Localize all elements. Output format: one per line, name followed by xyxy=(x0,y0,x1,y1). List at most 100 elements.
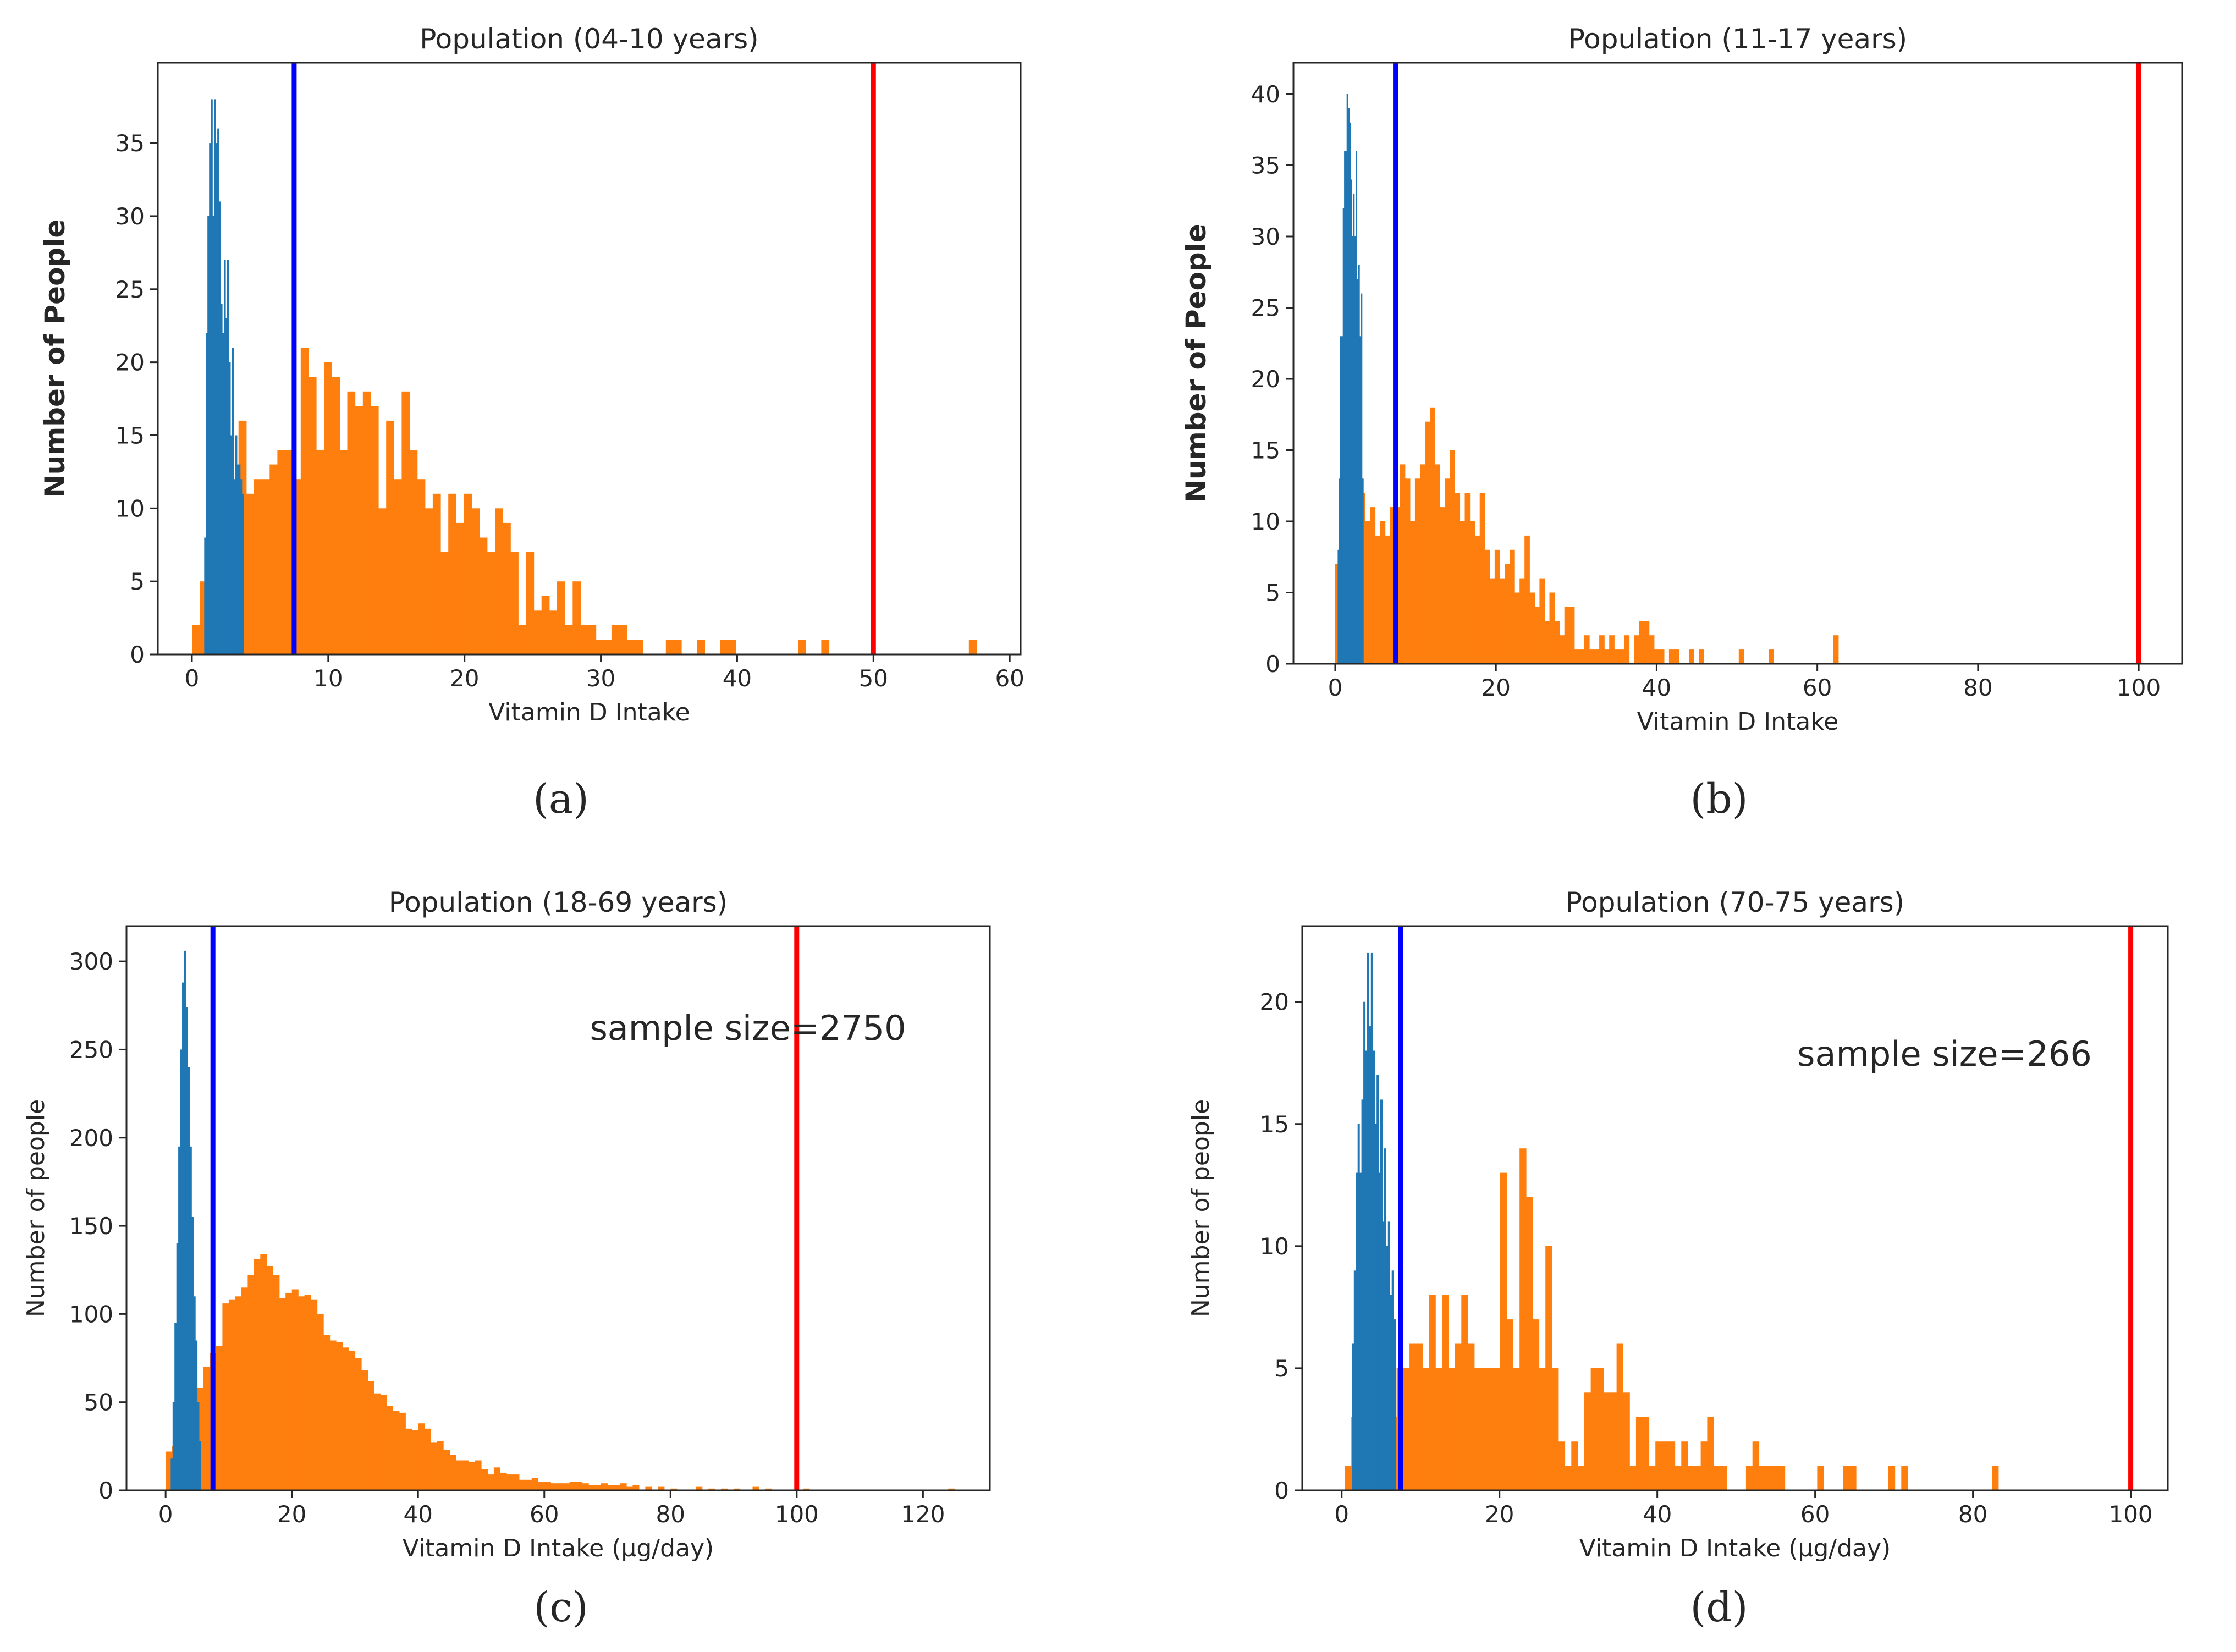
bar-orange-15 xyxy=(308,377,317,654)
x-tick-label: 0 xyxy=(1328,674,1343,701)
y-tick-label: 0 xyxy=(1274,1477,1289,1504)
bar-orange-53 xyxy=(500,1472,507,1490)
bar-orange-47 xyxy=(1649,1466,1656,1490)
y-tick-label: 15 xyxy=(1251,437,1280,464)
bar-blue-11 xyxy=(1373,1050,1375,1490)
bar-orange-37 xyxy=(1584,1392,1591,1490)
bar-blue-5 xyxy=(1361,1099,1364,1490)
bar-orange-20 xyxy=(1474,1368,1482,1490)
bar-orange-78 xyxy=(696,1486,703,1490)
bar-orange-35 xyxy=(1571,1441,1578,1490)
y-tick-label: 5 xyxy=(130,568,145,595)
bar-orange-46 xyxy=(1564,607,1570,664)
bar-orange-40 xyxy=(503,522,511,654)
bar-orange-32 xyxy=(1494,549,1500,664)
bar-orange-44 xyxy=(1554,621,1560,664)
bar-orange-30 xyxy=(1539,1368,1546,1490)
bar-orange-21 xyxy=(298,1296,305,1490)
bar-orange-43 xyxy=(1623,1392,1630,1490)
bar-orange-57 xyxy=(1714,1466,1721,1490)
bar-blue-16 xyxy=(1382,1221,1385,1490)
y-tick-label: 5 xyxy=(1274,1355,1289,1382)
bar-blue-9 xyxy=(1349,122,1351,664)
bar-orange-8 xyxy=(1375,535,1381,664)
bar-orange-59 xyxy=(538,1482,545,1490)
bar-blue-19 xyxy=(1362,478,1364,664)
bar-blue-8 xyxy=(217,128,219,655)
bar-blue-4 xyxy=(1342,208,1345,664)
bar-orange-57 xyxy=(525,1479,532,1490)
bar-blue-7 xyxy=(1365,1050,1368,1490)
bar-blue-8 xyxy=(185,1007,188,1490)
bar-orange-19 xyxy=(339,450,348,654)
x-tick-label: 100 xyxy=(775,1501,819,1528)
bar-blue-4 xyxy=(178,1146,181,1490)
bar-orange-34 xyxy=(456,522,464,654)
bar-blue-11 xyxy=(1352,236,1353,664)
bar-blue-9 xyxy=(1369,1026,1372,1490)
x-tick-label: 40 xyxy=(723,665,752,692)
y-tick-label: 200 xyxy=(69,1125,113,1152)
bar-orange-68 xyxy=(1888,1466,1896,1490)
bar-orange-69 xyxy=(1901,1466,1908,1490)
bar-orange-22 xyxy=(362,391,371,654)
y-tick-label: 0 xyxy=(1265,651,1280,678)
bar-blue-7 xyxy=(184,950,186,1490)
bar-orange-68 xyxy=(1699,649,1704,664)
x-tick-label: 0 xyxy=(158,1501,173,1528)
y-tick-label: 250 xyxy=(69,1036,113,1063)
chart-panel-2: 0 20 40 60 80 100 0 5 10 15 20 25 30 35 40 Population (… xyxy=(1180,23,2183,823)
bar-orange-61 xyxy=(550,1483,558,1490)
y-axis-label: Number of people xyxy=(22,1099,50,1317)
sample-size-annotation: sample size=266 xyxy=(1797,1034,2092,1074)
bar-orange-36 xyxy=(1514,592,1520,664)
bar-orange-23 xyxy=(370,406,379,654)
bar-orange-31 xyxy=(432,493,441,654)
bar-orange-39 xyxy=(495,508,503,654)
bar-orange-32 xyxy=(367,1381,374,1490)
bar-orange-21 xyxy=(1480,1368,1488,1490)
bar-orange-25 xyxy=(386,420,394,654)
y-tick-label: 100 xyxy=(69,1301,113,1328)
bar-orange-32 xyxy=(1552,1368,1559,1490)
bar-blue-0 xyxy=(1352,1343,1354,1490)
y-tick-label: 30 xyxy=(1251,223,1280,250)
bar-orange-39 xyxy=(411,1430,418,1490)
axes-frame xyxy=(125,925,991,1491)
bar-orange-51 xyxy=(1589,649,1595,664)
bar-blue-13 xyxy=(225,318,228,654)
bar-orange-11 xyxy=(235,1296,242,1490)
bar-orange-51 xyxy=(487,1474,494,1490)
bar-orange-33 xyxy=(373,1393,381,1490)
bar-orange-9 xyxy=(262,479,270,654)
bar-orange-9 xyxy=(222,1303,229,1490)
bar-blue-18 xyxy=(1386,1246,1389,1490)
chart-title: Population (11-17 years) xyxy=(1568,23,1907,55)
bar-orange-27 xyxy=(1469,521,1475,664)
bar-blue-12 xyxy=(224,260,226,654)
bar-orange-17 xyxy=(1455,1343,1462,1490)
bar-orange-60 xyxy=(1752,1441,1760,1490)
bar-orange-56 xyxy=(1614,649,1620,664)
bar-orange-28 xyxy=(1474,535,1480,664)
x-tick-label: 100 xyxy=(2108,1501,2152,1528)
bar-orange-16 xyxy=(266,1266,273,1490)
x-tick-label: 20 xyxy=(277,1501,306,1528)
bar-blue-6 xyxy=(1363,1001,1366,1490)
bar-orange-36 xyxy=(1578,1466,1585,1490)
bar-orange-14 xyxy=(1405,478,1411,664)
bar-orange-59 xyxy=(673,640,682,654)
bar-orange-19 xyxy=(1430,407,1435,664)
bar-orange-22 xyxy=(1487,1368,1494,1490)
bar-orange-11 xyxy=(1390,507,1396,664)
bar-orange-17 xyxy=(1420,464,1425,664)
bar-orange-43 xyxy=(1549,592,1555,664)
bar-orange-41 xyxy=(1610,1392,1617,1490)
bar-blue-0 xyxy=(1337,549,1340,664)
bar-orange-24 xyxy=(317,1314,324,1490)
y-tick-label: 20 xyxy=(1260,989,1289,1016)
bar-orange-69 xyxy=(601,1483,608,1490)
panel-caption: (a) xyxy=(533,775,589,823)
bar-orange-47 xyxy=(1569,607,1575,664)
x-tick-label: 30 xyxy=(586,665,615,692)
